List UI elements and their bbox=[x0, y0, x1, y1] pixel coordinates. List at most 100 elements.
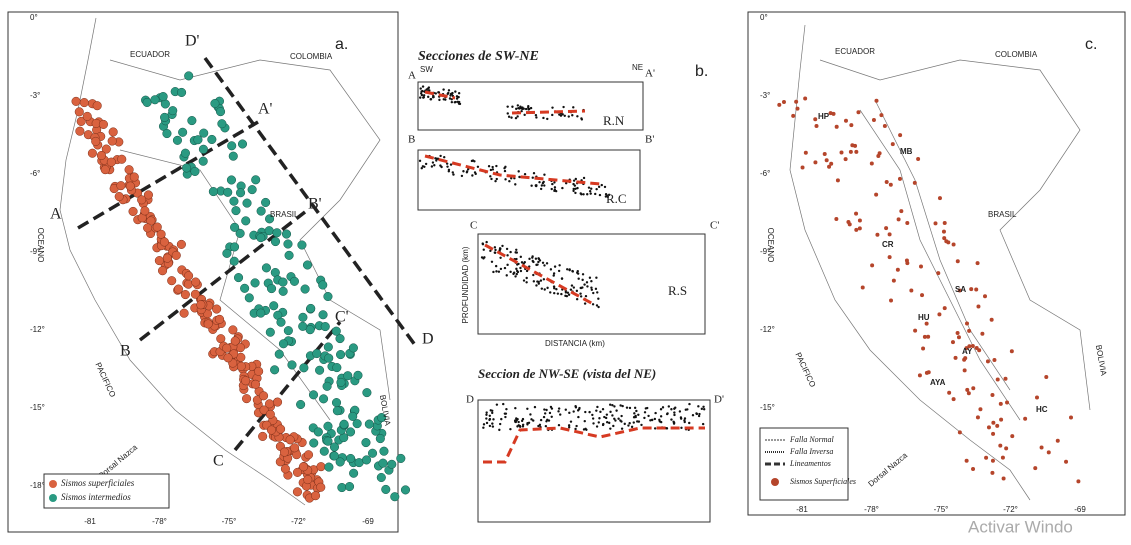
profile-dot bbox=[582, 176, 586, 180]
profile-dot bbox=[552, 272, 556, 275]
section-line bbox=[203, 56, 417, 347]
profile-dot bbox=[581, 286, 584, 289]
quake-dot bbox=[361, 438, 371, 448]
profile-dot bbox=[531, 256, 534, 259]
profile-start: A bbox=[408, 70, 416, 82]
profile-dot bbox=[566, 268, 569, 271]
profile-dot bbox=[482, 423, 486, 426]
profile-dot bbox=[575, 289, 579, 293]
quake-dot bbox=[922, 334, 927, 339]
profile-dot bbox=[673, 413, 676, 417]
quake-dot bbox=[882, 124, 887, 129]
lon-tick: -78° bbox=[152, 517, 167, 526]
profile-dot bbox=[419, 96, 422, 99]
profile-dot bbox=[526, 423, 529, 426]
quake-dot bbox=[297, 240, 307, 250]
quake-dot bbox=[274, 349, 284, 359]
profile-dot bbox=[498, 247, 502, 250]
profile-dot bbox=[512, 271, 516, 274]
profile-dot bbox=[537, 280, 540, 284]
profile-dot bbox=[509, 427, 512, 431]
profile-dot bbox=[555, 288, 558, 291]
profile-dot bbox=[643, 416, 646, 420]
profile-dot bbox=[563, 114, 566, 117]
quake-dot bbox=[91, 136, 101, 146]
quake-dot bbox=[957, 430, 962, 435]
quake-dot bbox=[226, 175, 237, 185]
profile-start: D bbox=[466, 394, 474, 406]
quake-dot bbox=[888, 182, 893, 187]
profile-dot bbox=[470, 159, 474, 163]
country-label: BRASIL bbox=[270, 210, 299, 219]
profile-dot bbox=[644, 407, 648, 410]
profile-dot bbox=[543, 412, 547, 415]
lat-tick: -15° bbox=[30, 403, 45, 412]
quake-dot bbox=[986, 425, 991, 430]
profile-dot bbox=[505, 274, 508, 277]
profile-dot bbox=[609, 410, 612, 414]
profile-dot bbox=[517, 420, 520, 424]
profile-dot bbox=[542, 278, 546, 281]
quake-dot bbox=[154, 256, 164, 266]
profile-dot bbox=[491, 422, 494, 425]
country-label: BRASIL bbox=[988, 210, 1017, 219]
profile-dot bbox=[471, 174, 474, 177]
quake-dot bbox=[887, 255, 892, 260]
quake-dot bbox=[196, 300, 206, 310]
profile-dot bbox=[617, 417, 620, 420]
profile-dot bbox=[590, 187, 593, 190]
lon-tick: -75° bbox=[934, 505, 949, 514]
profile-dot bbox=[439, 154, 442, 158]
profile-dot bbox=[490, 260, 494, 264]
profile-dot bbox=[596, 405, 599, 409]
quake-dot bbox=[167, 276, 177, 286]
quake-dot bbox=[92, 101, 102, 111]
quake-dot bbox=[349, 468, 359, 478]
quake-dot bbox=[98, 119, 108, 129]
profile-dot bbox=[558, 264, 561, 267]
profile-dot bbox=[533, 405, 537, 409]
profile-dot bbox=[603, 415, 606, 419]
quake-dot bbox=[233, 273, 244, 283]
quake-dot bbox=[324, 353, 334, 363]
quake-dot bbox=[227, 141, 237, 151]
lat-tick: -9° bbox=[30, 247, 40, 256]
profile-dot bbox=[577, 408, 581, 411]
quake-dot bbox=[222, 248, 232, 258]
profile-dot bbox=[587, 186, 591, 189]
profile-dot bbox=[608, 421, 611, 425]
quake-dot bbox=[962, 368, 967, 373]
lat-tick: 0° bbox=[760, 13, 768, 22]
quake-dot bbox=[985, 359, 990, 364]
quake-dot bbox=[1046, 450, 1051, 455]
profile-dot bbox=[518, 107, 521, 110]
slab-line bbox=[483, 426, 705, 464]
quake-dot bbox=[992, 357, 997, 362]
profile-dot bbox=[537, 424, 540, 428]
quake-dot bbox=[857, 226, 862, 231]
profile-dot bbox=[549, 291, 552, 294]
quake-dot bbox=[302, 260, 313, 270]
quake-dot bbox=[303, 475, 313, 485]
profile-dot bbox=[493, 251, 497, 255]
profile-dot bbox=[688, 402, 691, 406]
profile-dot bbox=[553, 291, 556, 295]
profile-dot bbox=[700, 407, 704, 411]
profile-dot bbox=[514, 183, 517, 186]
profile-dot bbox=[577, 415, 580, 419]
profile-dot bbox=[485, 413, 488, 416]
profile-dot bbox=[702, 405, 705, 408]
quake-dot bbox=[237, 139, 248, 149]
profile-dot bbox=[582, 193, 585, 196]
quake-dot bbox=[990, 470, 995, 475]
profile-dot bbox=[528, 257, 531, 261]
profile-dot bbox=[586, 285, 589, 288]
region-label: SA bbox=[955, 285, 966, 294]
quake-dot bbox=[229, 242, 240, 252]
quake-dot bbox=[242, 394, 252, 404]
quake-dot bbox=[899, 209, 904, 214]
profile-dot bbox=[569, 288, 573, 291]
profile-dot bbox=[432, 94, 435, 97]
profile-dot bbox=[525, 276, 528, 280]
quake-dot bbox=[240, 283, 250, 293]
